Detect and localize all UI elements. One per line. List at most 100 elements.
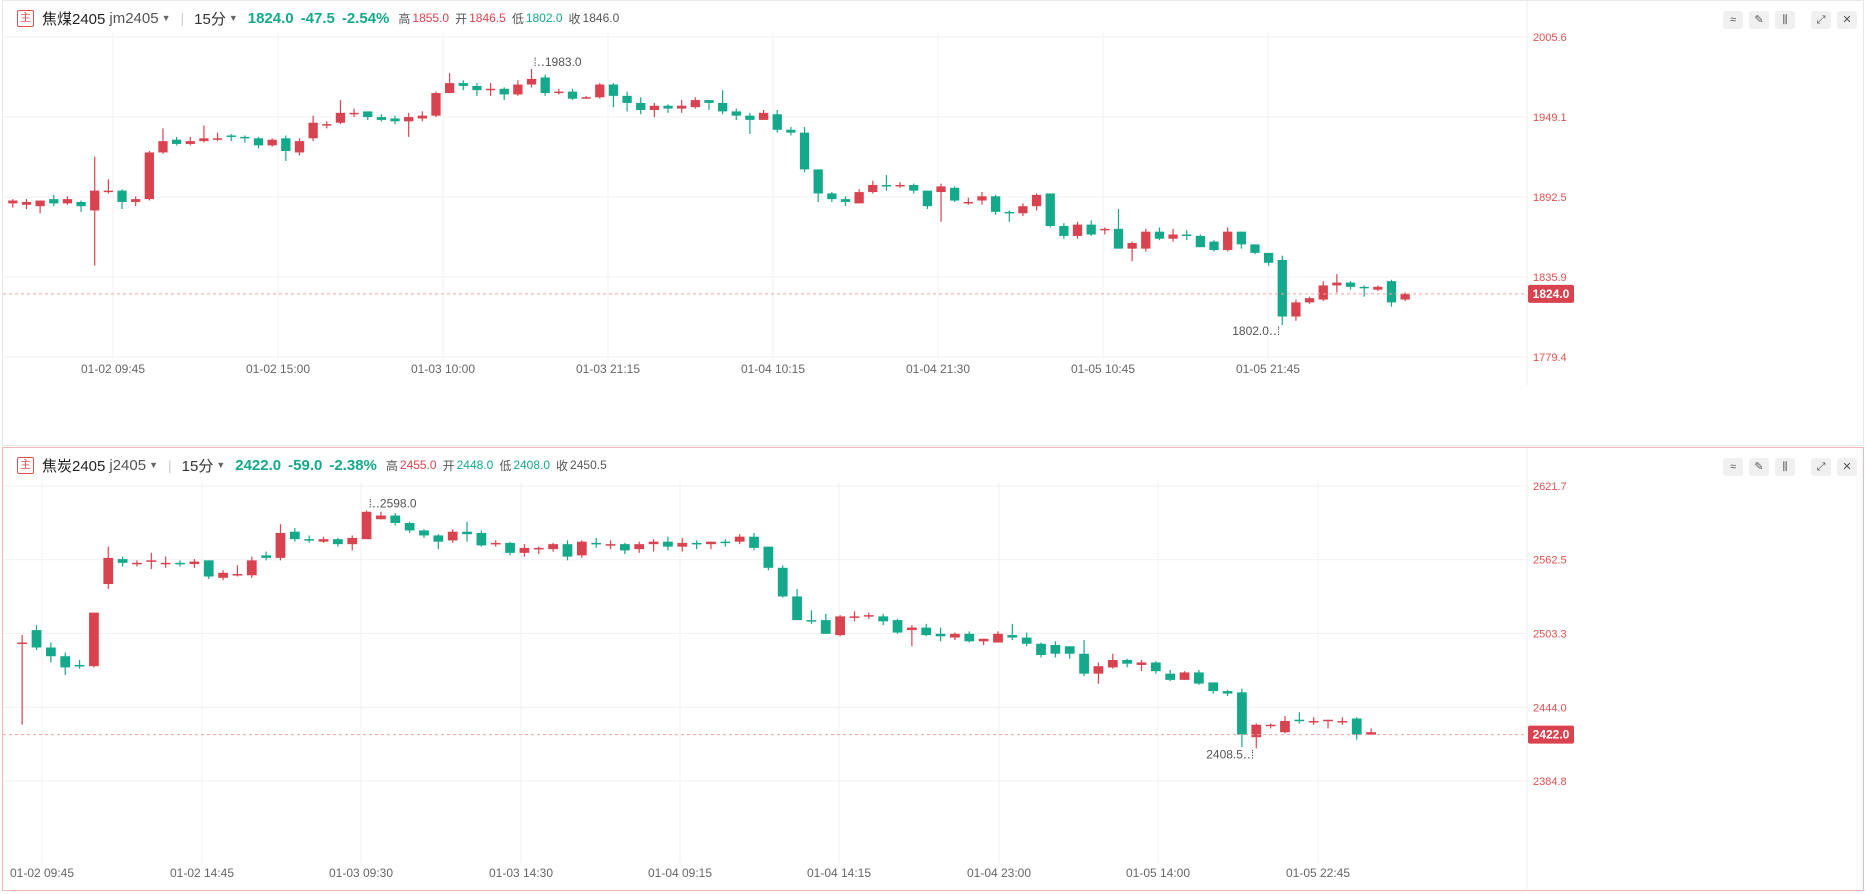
candle-body bbox=[835, 616, 846, 636]
candle-body bbox=[581, 97, 591, 99]
close-label: 收 bbox=[568, 11, 581, 26]
candle-body bbox=[240, 136, 250, 139]
chart-panel-j2405[interactable]: 2621.7 2562.5 2503.3 2444.0 2384.8 01-02 09:4… bbox=[2, 447, 1864, 891]
indicator-icon[interactable]: ≈ bbox=[1723, 458, 1743, 476]
candle-body bbox=[1193, 672, 1204, 684]
candle-body bbox=[533, 547, 544, 550]
candle-body bbox=[349, 112, 359, 115]
candle-body bbox=[1345, 282, 1356, 287]
x-tick-label: 01-05 22:45 bbox=[1286, 866, 1350, 880]
candle-body bbox=[878, 616, 889, 622]
candle-body bbox=[1236, 231, 1246, 245]
candle-body bbox=[318, 539, 329, 542]
candle-body bbox=[605, 544, 616, 546]
candle-body bbox=[472, 85, 482, 91]
candle-body bbox=[977, 196, 987, 201]
candle-body bbox=[513, 84, 523, 95]
candle-body bbox=[226, 135, 236, 137]
symbol-code[interactable]: j2405 bbox=[109, 456, 147, 474]
candle-body bbox=[863, 615, 874, 617]
candle-style-icon[interactable]: ⫼ bbox=[1775, 11, 1795, 29]
y-tick-label: 2444.0 bbox=[1533, 702, 1567, 714]
candle-body bbox=[146, 560, 157, 562]
candle-body bbox=[691, 542, 702, 545]
symbol-dropdown-icon[interactable]: ▼ bbox=[161, 13, 171, 23]
x-tick-label: 01-03 10:00 bbox=[411, 362, 475, 376]
expand-icon[interactable]: ⤢ bbox=[1811, 11, 1831, 29]
price-change-pct: -2.54% bbox=[341, 9, 390, 27]
candle-body bbox=[1251, 724, 1262, 738]
candlestick-chart[interactable]: 2005.6 1949.1 1892.5 1835.9 1779.4 01-02 09:4… bbox=[3, 1, 1863, 445]
candle-body bbox=[663, 105, 673, 109]
candle-body bbox=[786, 129, 796, 133]
symbol-name[interactable]: 焦煤2405 bbox=[42, 10, 106, 28]
interval-selector[interactable]: 15分 bbox=[181, 457, 214, 475]
symbol-code[interactable]: jm2405 bbox=[109, 9, 159, 27]
chart-header: 主 焦煤2405 jm2405 ▼ | 15分 ▼ 1824.0 -47.5 -… bbox=[3, 1, 1863, 35]
y-tick-label: 2503.3 bbox=[1533, 628, 1567, 640]
interval-selector[interactable]: 15分 bbox=[194, 10, 226, 28]
candle-body bbox=[462, 531, 472, 535]
x-tick-label: 01-02 15:00 bbox=[246, 362, 310, 376]
draw-icon[interactable]: ✎ bbox=[1749, 458, 1769, 476]
draw-icon[interactable]: ✎ bbox=[1749, 11, 1769, 29]
expand-icon[interactable]: ⤢ bbox=[1811, 458, 1831, 476]
candle-style-icon[interactable]: ⫼ bbox=[1775, 458, 1795, 476]
candle-body bbox=[8, 200, 18, 204]
candle-body bbox=[1179, 672, 1190, 680]
candle-body bbox=[246, 560, 257, 576]
x-tick-label: 01-05 10:45 bbox=[1071, 362, 1135, 376]
header-divider: | bbox=[168, 457, 172, 473]
candle-body bbox=[677, 105, 687, 109]
open-label: 开 bbox=[442, 458, 455, 473]
candle-body bbox=[892, 620, 903, 633]
candle-body bbox=[936, 186, 946, 193]
interval-dropdown-icon[interactable]: ▼ bbox=[216, 460, 226, 470]
last-price-tag-label: 1824.0 bbox=[1533, 287, 1570, 301]
price-change-pct: -2.38% bbox=[329, 456, 377, 474]
candle-body bbox=[1018, 206, 1028, 214]
candle-body bbox=[1150, 662, 1161, 672]
interval-dropdown-icon[interactable]: ▼ bbox=[228, 13, 238, 23]
x-tick-label: 01-03 09:30 bbox=[329, 866, 393, 880]
y-tick-label: 1835.9 bbox=[1533, 272, 1567, 284]
indicator-icon[interactable]: ≈ bbox=[1723, 11, 1743, 29]
x-tick-label: 01-04 14:15 bbox=[807, 866, 871, 880]
candle-body bbox=[634, 544, 645, 550]
chart-panel-jm2405[interactable]: 2005.6 1949.1 1892.5 1835.9 1779.4 01-02 09:4… bbox=[2, 0, 1864, 446]
symbol-dropdown-icon[interactable]: ▼ bbox=[149, 460, 158, 470]
x-tick-label: 01-03 14:30 bbox=[489, 866, 553, 880]
candle-body bbox=[17, 642, 28, 645]
candle-body bbox=[978, 638, 989, 642]
candle-body bbox=[1308, 720, 1319, 723]
candle-body bbox=[476, 532, 487, 546]
candle-body bbox=[431, 93, 441, 116]
x-tick-label: 01-04 21:30 bbox=[906, 362, 970, 376]
x-tick-label: 01-04 10:15 bbox=[741, 362, 805, 376]
header-divider: | bbox=[180, 10, 185, 26]
candle-body bbox=[1113, 228, 1124, 249]
candle-body bbox=[576, 541, 587, 556]
candle-body bbox=[868, 184, 878, 193]
close-icon[interactable]: ✕ bbox=[1837, 458, 1857, 476]
candle-body bbox=[1277, 259, 1287, 317]
candle-body bbox=[540, 77, 550, 94]
candle-body bbox=[458, 83, 468, 86]
candle-body bbox=[649, 105, 660, 110]
x-tick-label: 01-05 14:00 bbox=[1126, 866, 1190, 880]
candle-body bbox=[376, 515, 386, 520]
candle-body bbox=[49, 199, 59, 204]
candle-body bbox=[218, 572, 228, 578]
close-icon[interactable]: ✕ bbox=[1837, 11, 1857, 29]
candle-body bbox=[1332, 282, 1342, 286]
candle-body bbox=[275, 532, 286, 558]
candle-body bbox=[909, 184, 919, 191]
candle-body bbox=[332, 539, 343, 545]
candlestick-chart[interactable]: 2621.7 2562.5 2503.3 2444.0 2384.8 01-02 09:4… bbox=[3, 448, 1863, 890]
candle-body bbox=[1079, 653, 1089, 674]
candle-body bbox=[103, 190, 114, 193]
symbol-name[interactable]: 焦炭2405 bbox=[42, 457, 106, 475]
x-tick-label: 01-04 23:00 bbox=[967, 866, 1031, 880]
candle-body bbox=[1323, 719, 1333, 722]
candle-body bbox=[1100, 228, 1110, 231]
